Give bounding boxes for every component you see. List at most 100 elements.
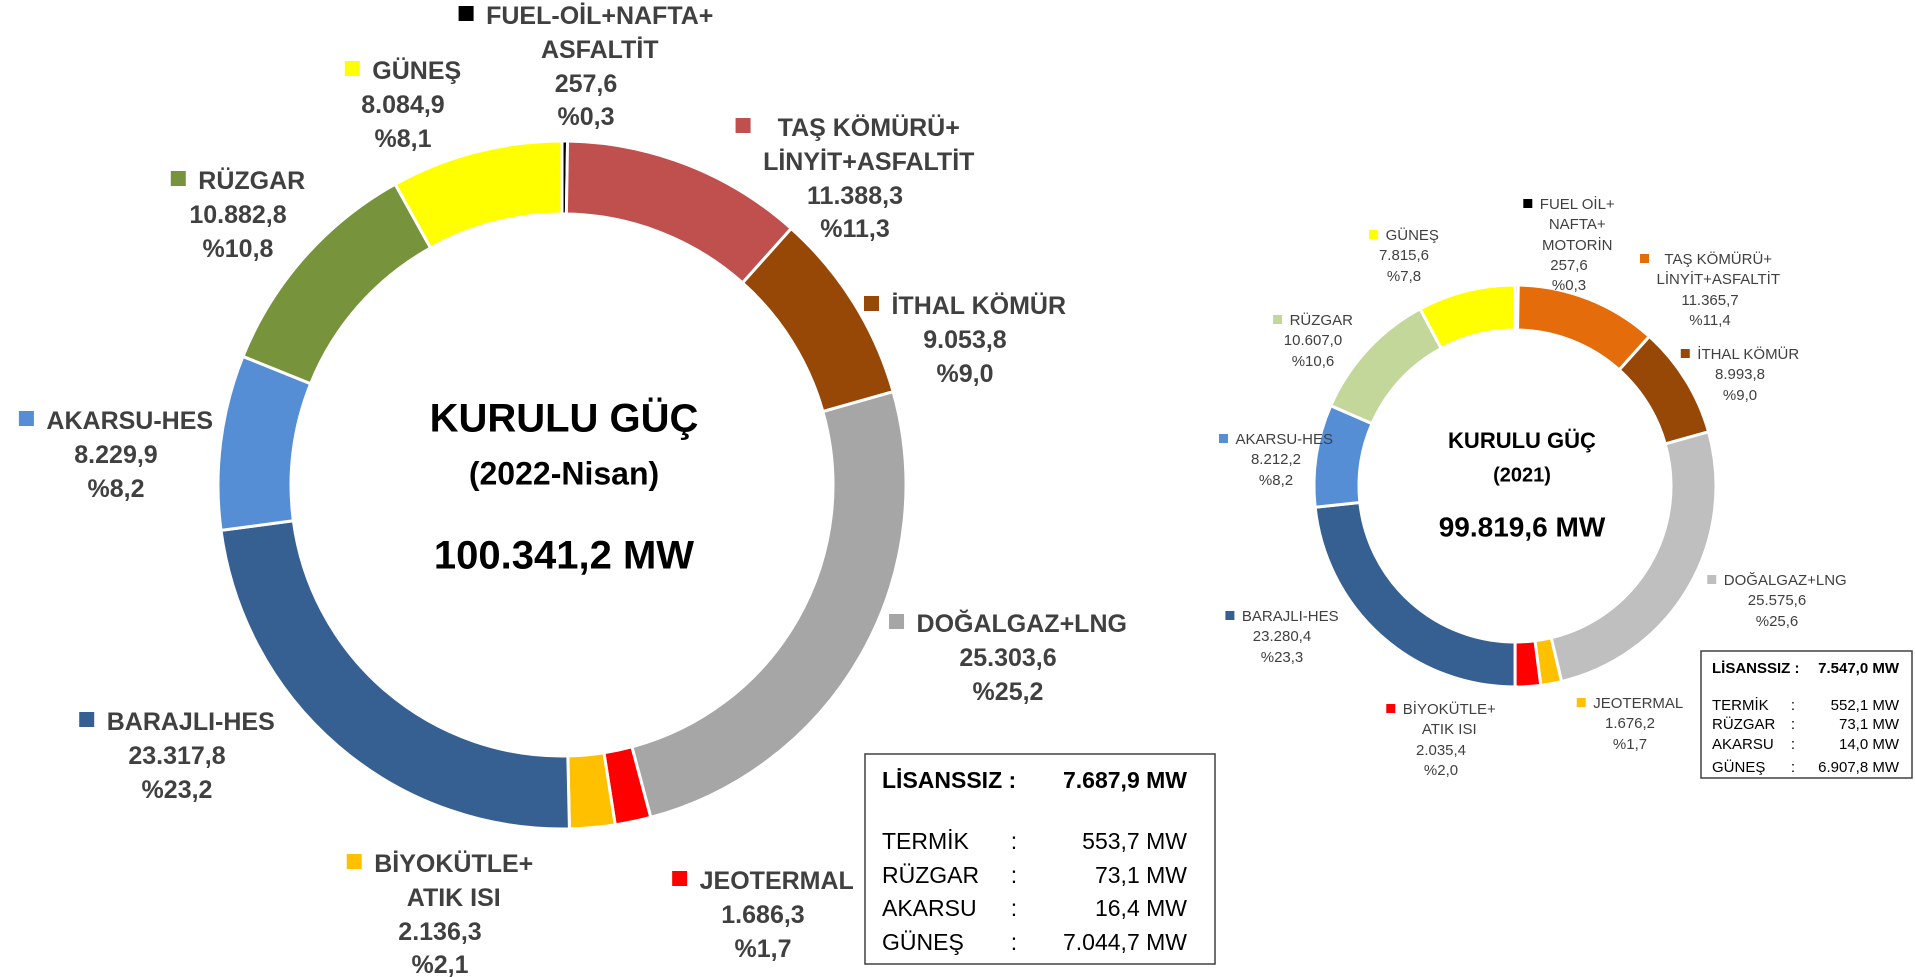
table-header-value: 7.687,9 MW [1063,767,1187,793]
table-cell: : [1791,736,1795,753]
category-name: JEOTERMAL [699,867,854,895]
value-label: 1.676,2 [1604,715,1656,733]
category-name: JEOTERMAL [1593,695,1684,712]
table-cell: GÜNEŞ [882,929,964,955]
legend-swatch [344,61,360,77]
segment-label: İTHAL KÖMÜR 9.053,8 %9,0 [863,290,1067,391]
segment-label: AKARSU-HES 8.229,9 %8,2 [18,405,213,506]
value-label: 11.388,3 [807,181,903,210]
legend-swatch [735,118,751,134]
legend-swatch [1273,314,1283,324]
category-row: BİYOKÜTLE+ ATIK ISI [1386,700,1496,741]
table-cell: : [1791,697,1795,714]
table-cell: 14,0 MW [1839,736,1900,753]
percent-label: %2,1 [411,951,469,977]
value-label: 2.035,4 [1415,741,1467,759]
percent-label: %11,4 [1689,311,1731,329]
category-row: BARAJLI-HES [79,706,275,740]
legend-swatch [1576,697,1586,707]
segment-label: AKARSU-HES 8.212,2 %8,2 [1218,430,1334,491]
segment-label: BARAJLI-HES 23.317,8 %23,2 [79,706,275,807]
value-label: 8.993,8 [1714,366,1766,384]
segment-label: DOĞALGAZ+LNG 25.303,6 %25,2 [889,608,1127,709]
category-name: BARAJLI-HES [1241,608,1339,625]
percent-label: %1,7 [1612,735,1648,753]
percent-label: %1,7 [734,934,792,963]
table-cell: 16,4 MW [1095,895,1187,921]
legend-swatch [1523,198,1533,208]
table-cell: GÜNEŞ [1712,758,1765,776]
value-label: 8.229,9 [74,440,158,469]
table-cell: RÜZGAR [882,862,979,888]
category-name: TAŞ KÖMÜRÜ+ LİNYİT+ASFALTİT [1656,251,1781,289]
category-row: RÜZGAR [170,165,306,199]
legend-swatch [1218,433,1228,443]
percent-label: %10,8 [202,234,274,263]
table-cell: 73,1 MW [1095,862,1187,888]
value-label: 25.303,6 [959,643,1057,672]
table-header: LİSANSSIZ : [882,767,1016,793]
segment-label: İTHAL KÖMÜR 8.993,8 %9,0 [1680,345,1799,406]
value-label: 25.575,6 [1747,592,1807,610]
donut-segment [1513,639,1543,689]
table-cell: AKARSU [1712,736,1774,753]
percent-label: %9,0 [936,359,994,388]
value-label: 257,6 [1550,256,1588,274]
category-name: DOĞALGAZ+LNG [1723,572,1847,589]
category-name: DOĞALGAZ+LNG [916,610,1127,638]
value-label: 10.882,8 [189,200,287,229]
percent-label: %0,3 [1551,277,1587,294]
category-name: RÜZGAR [198,167,306,195]
percent-label: %8,2 [1258,471,1294,489]
table-cell: : [1011,929,1017,955]
category-row: AKARSU-HES [1218,430,1334,450]
category-row: TAŞ KÖMÜRÜ+ LİNYİT+ASFALTİT [735,112,974,180]
category-row: JEOTERMAL [1576,694,1684,714]
value-label: 257,6 [554,69,618,98]
segment-label: GÜNEŞ 7.815,6 %7,8 [1369,226,1439,287]
table-cell: TERMİK [1712,696,1769,714]
center-subtitle: (2022-Nisan) [469,455,659,491]
category-name: FUEL OİL+ NAFTA+ MOTORİN [1539,196,1615,254]
category-row: DOĞALGAZ+LNG [1707,571,1847,591]
legend-swatch [79,712,95,728]
center-total: 100.341,2 MW [434,534,694,578]
donut-segment [393,139,564,251]
category-row: TAŞ KÖMÜRÜ+ LİNYİT+ASFALTİT [1639,250,1781,291]
category-row: JEOTERMAL [672,865,854,899]
percent-label: %8,1 [374,124,432,153]
category-name: İTHAL KÖMÜR [891,292,1067,320]
legend-swatch [1680,348,1690,358]
category-name: AKARSU-HES [1235,431,1334,448]
donut-segment [1549,429,1718,684]
segment-label: BARAJLI-HES 23.280,4 %23,3 [1225,607,1339,668]
category-row: BİYOKÜTLE+ ATIK ISI [346,848,533,916]
legend-swatch [889,614,905,630]
segment-label: DOĞALGAZ+LNG 25.575,6 %25,6 [1707,571,1847,632]
segment-label: FUEL OİL+ NAFTA+ MOTORİN 257,6 %0,3 [1523,195,1615,296]
value-label: 9.053,8 [923,325,1007,354]
table-cell: : [1791,716,1795,733]
percent-label: %25,2 [972,677,1044,706]
table-cell: : [1011,828,1017,854]
center-title: KURULU GÜÇ [1448,428,1596,453]
table-header-value: 7.547,0 MW [1818,660,1900,677]
segment-label: RÜZGAR 10.882,8 %10,8 [170,165,306,266]
category-row: GÜNEŞ [1369,226,1439,246]
category-name: BARAJLI-HES [106,708,275,736]
percent-label: %23,2 [141,775,213,804]
table-box [864,753,1216,965]
segment-label: RÜZGAR 10.607,0 %10,6 [1273,311,1353,372]
percent-label: %25,6 [1755,612,1799,630]
value-label: 11.365,7 [1681,291,1739,309]
table-header: LİSANSSIZ : [1712,660,1800,677]
segment-label: BİYOKÜTLE+ ATIK ISI 2.035,4 %2,0 [1386,700,1496,781]
category-row: FUEL-OİL+NAFTA+ ASFALTİT [458,0,713,68]
table-cell: 553,7 MW [1082,828,1187,854]
value-label: 1.686,3 [721,900,805,929]
donut-segment [216,354,313,533]
category-row: İTHAL KÖMÜR [863,290,1067,324]
category-name: GÜNEŞ [372,57,462,85]
value-label: 23.280,4 [1252,628,1312,646]
